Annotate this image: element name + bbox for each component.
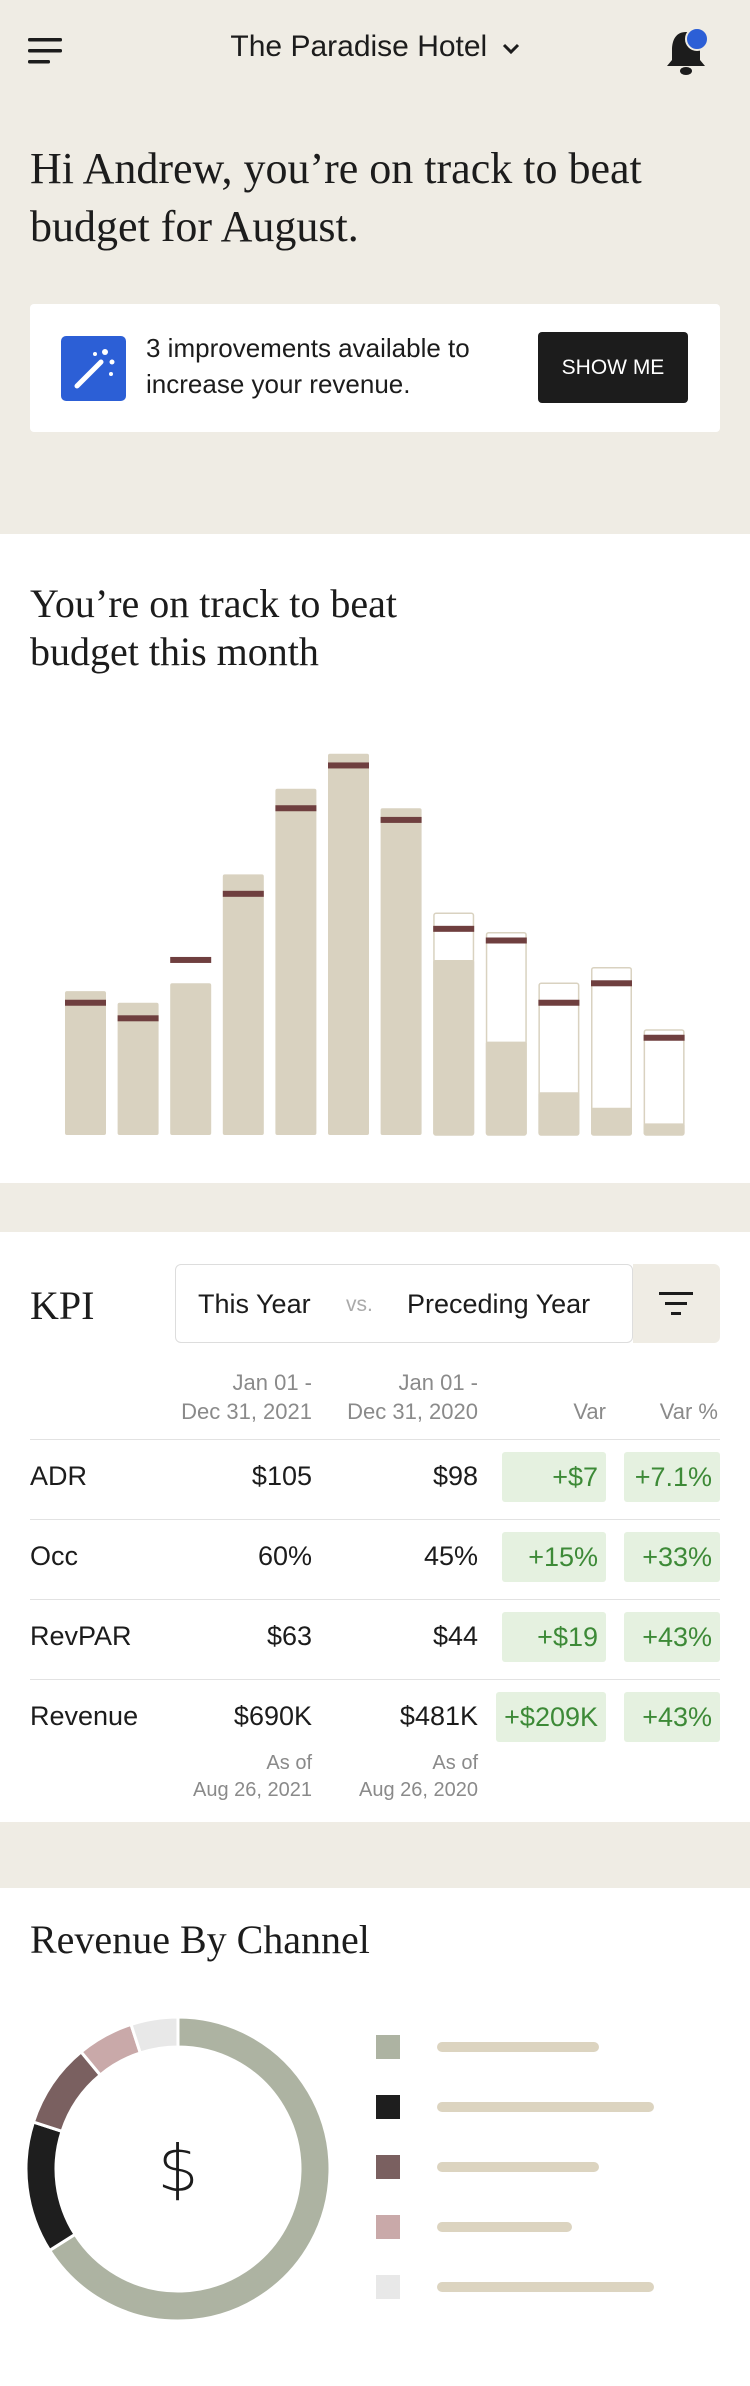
legend-placeholder	[437, 2222, 572, 2232]
budget-marker	[328, 762, 369, 769]
row-divider	[30, 1439, 720, 1440]
banner-text: 3 improvements available to increase you…	[146, 333, 470, 399]
donut-center-label: $	[158, 2133, 199, 2207]
legend-placeholder	[437, 2102, 654, 2112]
metric-name: ADR	[30, 1461, 88, 1491]
metric-name: Revenue	[30, 1701, 139, 1731]
toggle-vs: vs.	[346, 1293, 373, 1316]
budget-marker	[643, 1034, 685, 1041]
variance: +$19	[502, 1612, 606, 1662]
budget-section: You’re on track to beat budget this mont…	[0, 534, 750, 1183]
greeting: Hi Andrew, you’re on track to beat budge…	[30, 144, 642, 251]
period-toggle[interactable]: This Year vs. Preceding Year	[175, 1264, 633, 1343]
actual-bar	[433, 959, 475, 1135]
column-header: Var %	[659, 1399, 718, 1424]
legend-swatch	[376, 2275, 400, 2299]
budget-marker	[380, 816, 422, 823]
budget-marker	[117, 1015, 159, 1022]
budget-marker	[222, 890, 264, 897]
legend-swatch	[376, 2035, 400, 2059]
filter-icon	[659, 1292, 693, 1315]
budget-marker	[65, 999, 106, 1006]
legend-placeholder	[437, 2282, 654, 2292]
actual-bar	[538, 1092, 580, 1135]
this-year-value: $105	[251, 1461, 312, 1491]
budget-marker	[433, 925, 475, 932]
donut-segment	[129, 2015, 180, 2055]
this-year-value: 60%	[257, 1541, 312, 1571]
kpi-section: KPI This Year vs. Preceding Year Jan 01 …	[0, 1232, 750, 1822]
donut-segment	[47, 2015, 332, 2323]
as-of-note: As of	[266, 1752, 312, 1774]
variance-percent: +43%	[624, 1612, 720, 1662]
metric-name: Occ	[30, 1541, 79, 1571]
banner: 3 improvements available to increase you…	[30, 304, 720, 432]
as-of-note: Aug 26, 2021	[193, 1779, 312, 1801]
variance-percent: +43%	[624, 1692, 720, 1742]
variance: +$209K	[496, 1692, 606, 1742]
budget-marker	[538, 999, 580, 1006]
chart-title: You’re on track to beat budget this mont…	[30, 581, 397, 674]
prior-year-value: 45%	[423, 1541, 478, 1571]
actual-bar	[65, 991, 106, 1135]
actual-bar	[485, 1041, 527, 1135]
actual-bar	[170, 983, 212, 1135]
row-divider	[30, 1519, 720, 1520]
show-me-button[interactable]: SHOW ME	[538, 332, 688, 403]
variance-percent: +7.1%	[624, 1452, 720, 1502]
prior-year-value: $481K	[399, 1701, 478, 1731]
legend-swatch	[376, 2215, 400, 2239]
as-of-note: Aug 26, 2020	[359, 1779, 478, 1801]
variance: +$7	[502, 1452, 606, 1502]
legend-placeholder	[437, 2162, 599, 2172]
actual-bar	[222, 874, 264, 1135]
budget-marker	[591, 980, 632, 987]
donut-chart: $	[24, 2015, 654, 2323]
column-header: Dec 31, 2021	[181, 1399, 312, 1424]
legend-swatch	[376, 2095, 400, 2119]
channel-title: Revenue By Channel	[30, 1917, 370, 1962]
wand-icon	[61, 336, 126, 401]
legend-swatch	[376, 2155, 400, 2179]
menu-icon[interactable]	[28, 36, 64, 66]
metric-name: RevPAR	[30, 1621, 132, 1651]
actual-bar	[380, 808, 422, 1135]
filter-button[interactable]	[633, 1264, 720, 1343]
variance: +15%	[502, 1532, 606, 1582]
column-header: Jan 01 -	[232, 1370, 313, 1395]
actual-bar	[275, 788, 317, 1135]
toggle-this-year[interactable]: This Year	[198, 1289, 311, 1319]
channel-section: Revenue By Channel $	[0, 1888, 750, 2386]
forecast-bar	[643, 1029, 685, 1136]
bar-chart	[65, 753, 685, 1136]
toggle-preceding-year[interactable]: Preceding Year	[407, 1289, 591, 1319]
as-of-note: As of	[432, 1752, 478, 1774]
hotel-selector[interactable]: The Paradise Hotel	[0, 30, 750, 64]
actual-bar	[117, 1002, 159, 1135]
row-divider	[30, 1679, 720, 1680]
actual-bar	[643, 1123, 685, 1135]
budget-marker	[485, 937, 527, 944]
hotel-name: The Paradise Hotel	[230, 30, 488, 63]
actual-bar	[591, 1107, 632, 1135]
prior-year-value: $98	[432, 1461, 478, 1491]
this-year-value: $690K	[233, 1701, 312, 1731]
column-header: Dec 31, 2020	[347, 1399, 478, 1424]
budget-marker	[275, 805, 317, 812]
chevron	[502, 43, 519, 55]
donut-segment	[24, 2120, 78, 2253]
legend-placeholder	[437, 2042, 599, 2052]
row-divider	[30, 1599, 720, 1600]
prior-year-value: $44	[432, 1621, 478, 1651]
kpi-title: KPI	[30, 1283, 95, 1328]
variance-percent: +33%	[624, 1532, 720, 1582]
this-year-value: $63	[266, 1621, 312, 1651]
column-header: Jan 01 -	[398, 1370, 479, 1395]
column-header: Var	[573, 1399, 606, 1424]
bell-icon[interactable]	[662, 24, 712, 80]
budget-marker	[170, 956, 212, 963]
actual-bar	[328, 753, 369, 1135]
